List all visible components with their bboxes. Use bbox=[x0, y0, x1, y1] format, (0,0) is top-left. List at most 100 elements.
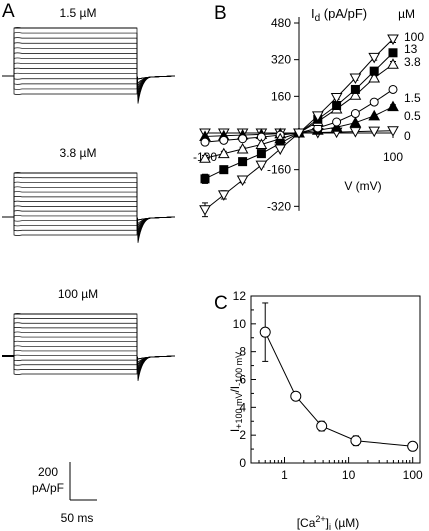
c-y-tick-label: 6 bbox=[239, 373, 246, 387]
b-point bbox=[238, 134, 248, 144]
b-point bbox=[369, 97, 379, 107]
current-trace bbox=[13, 216, 176, 222]
current-trace bbox=[13, 176, 176, 241]
c-y-tick-label: 8 bbox=[239, 345, 246, 359]
c-point bbox=[259, 326, 271, 338]
current-trace bbox=[13, 340, 176, 369]
b-point bbox=[293, 128, 305, 140]
b-point bbox=[200, 137, 210, 147]
b-point bbox=[387, 126, 399, 137]
scale-bar-x-label: 50 ms bbox=[61, 511, 94, 525]
trace-label-3: 100 µM bbox=[58, 287, 98, 301]
b-legend-entry: 13 bbox=[404, 42, 418, 56]
panel-c-chart: 0 2 4 6 8 10 12 1 10 100 I+100 mV/I-100 mV [Ca2+]… bbox=[228, 289, 423, 531]
current-trace bbox=[13, 75, 176, 95]
b-legend-entry: 100 bbox=[404, 30, 424, 44]
panel-a-letter: A bbox=[2, 1, 15, 22]
current-trace bbox=[13, 205, 176, 230]
legend-title: µM bbox=[398, 7, 415, 21]
b-point bbox=[387, 100, 399, 112]
scale-bar-y-unit: pA/pF bbox=[32, 481, 64, 495]
b-point bbox=[368, 71, 381, 83]
ylabel-b: Id (pA/pF) bbox=[311, 6, 367, 24]
xlabel-c: [Ca2+]i (µM) bbox=[297, 514, 360, 531]
b-legend-entry: 0.5 bbox=[404, 109, 421, 123]
c-series-line bbox=[264, 331, 413, 447]
b-point bbox=[219, 165, 229, 175]
scale-bar-y-value: 200 bbox=[38, 465, 58, 479]
current-trace bbox=[13, 331, 176, 373]
b-point bbox=[238, 157, 248, 167]
b-y-tick-label: 320 bbox=[271, 53, 291, 67]
b-point bbox=[256, 149, 266, 159]
b-point bbox=[236, 143, 249, 154]
trace-label-2: 3.8 µM bbox=[60, 146, 97, 160]
b-y-tick-label: -160 bbox=[267, 163, 291, 177]
b-point bbox=[350, 109, 360, 119]
b-point bbox=[349, 127, 362, 138]
current-trace bbox=[13, 27, 176, 104]
current-trace bbox=[13, 75, 176, 80]
b-point bbox=[387, 58, 399, 69]
current-trace bbox=[13, 355, 176, 371]
c-x-tick-label: 100 bbox=[403, 468, 423, 482]
current-trace bbox=[13, 355, 176, 366]
current-trace bbox=[13, 215, 176, 225]
b-point bbox=[199, 205, 211, 216]
b-point bbox=[332, 117, 342, 127]
b-series-100 bbox=[199, 34, 399, 218]
b-point bbox=[368, 52, 381, 64]
c-y-tick-label: 12 bbox=[233, 289, 247, 303]
c-plot-frame bbox=[250, 295, 421, 464]
current-trace bbox=[13, 72, 176, 84]
b-x-tick-label: 100 bbox=[383, 150, 403, 164]
current-trace bbox=[13, 354, 176, 363]
c-y-tick-label: 2 bbox=[239, 428, 246, 442]
b-y-tick-label: 480 bbox=[271, 16, 291, 30]
current-trace bbox=[13, 216, 176, 236]
b-point bbox=[349, 116, 362, 128]
current-trace bbox=[13, 172, 176, 243]
current-trace bbox=[13, 355, 176, 375]
b-point bbox=[350, 84, 360, 94]
panel-c-letter: C bbox=[214, 293, 228, 314]
c-point bbox=[290, 390, 302, 402]
current-trace bbox=[13, 191, 176, 235]
b-point bbox=[199, 152, 211, 163]
b-point bbox=[368, 109, 381, 121]
b-legend-entry: 3.8 bbox=[404, 55, 421, 69]
ylabel-b-main: I bbox=[311, 6, 315, 21]
b-point bbox=[217, 190, 230, 201]
ylabel-b-sub: d bbox=[315, 13, 321, 24]
trace-label-1: 1.5 µM bbox=[60, 6, 97, 20]
current-trace bbox=[13, 47, 176, 95]
b-point bbox=[217, 147, 230, 159]
b-point bbox=[369, 66, 379, 76]
xlabel-b: V (mV) bbox=[344, 179, 381, 193]
c-point bbox=[407, 440, 419, 452]
b-point bbox=[388, 48, 398, 58]
b-point bbox=[387, 34, 399, 46]
b-y-tick-label: -320 bbox=[267, 199, 291, 213]
b-point bbox=[330, 92, 343, 104]
c-y-tick-label: 4 bbox=[239, 400, 246, 414]
b-point bbox=[388, 84, 398, 94]
c-point bbox=[316, 420, 328, 432]
current-trace bbox=[13, 345, 176, 368]
b-point bbox=[368, 126, 381, 138]
b-point bbox=[255, 160, 268, 172]
b-point bbox=[255, 138, 268, 149]
b-y-tick-label: 160 bbox=[271, 89, 291, 103]
b-point bbox=[236, 175, 249, 187]
b-point bbox=[330, 121, 343, 132]
c-x-tick-label: 1 bbox=[281, 468, 288, 482]
c-point bbox=[350, 435, 362, 447]
panel-b-letter: B bbox=[214, 3, 227, 24]
b-point bbox=[311, 111, 324, 122]
b-point bbox=[274, 144, 287, 156]
b-point bbox=[219, 135, 229, 145]
c-x-tick-label: 10 bbox=[342, 468, 356, 482]
current-trace bbox=[13, 186, 176, 237]
